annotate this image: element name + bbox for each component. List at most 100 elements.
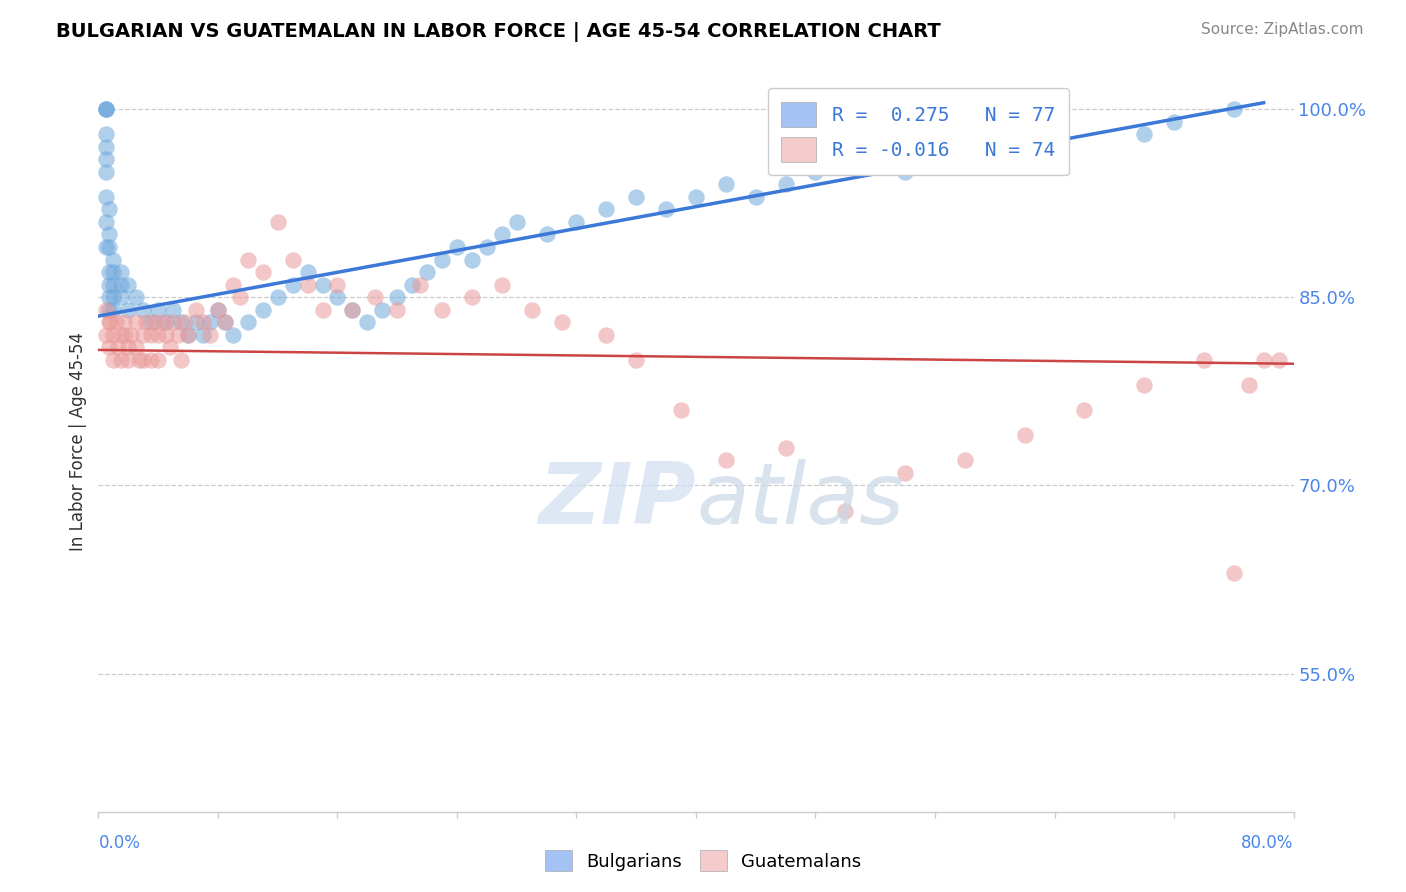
Point [1073,403,1095,417]
Point [114,327,136,342]
Point [745,190,768,204]
Point [311,302,333,317]
Point [94,165,117,179]
Point [97,290,120,304]
Point [162,315,184,329]
Point [177,327,200,342]
Point [132,302,155,317]
Point [342,302,364,317]
Point [94,102,117,116]
Point [595,327,617,342]
Point [1223,102,1246,116]
Point [191,327,214,342]
Point [143,315,166,329]
Point [461,252,484,267]
Point [416,265,439,279]
Text: Source: ZipAtlas.com: Source: ZipAtlas.com [1201,22,1364,37]
Point [446,240,468,254]
Point [98,315,122,329]
Point [94,127,117,141]
Point [655,202,678,217]
Y-axis label: In Labor Force | Age 45-54: In Labor Force | Age 45-54 [69,332,87,551]
Point [112,315,135,329]
Point [155,327,177,342]
Point [214,315,236,329]
Point [491,277,513,292]
Point [110,290,132,304]
Point [1237,378,1260,392]
Point [1043,139,1066,153]
Point [229,290,252,304]
Point [1014,428,1036,442]
Point [110,265,132,279]
Point [385,290,409,304]
Point [117,353,139,368]
Point [804,165,827,179]
Point [385,302,409,317]
Point [148,353,170,368]
Point [184,302,207,317]
Point [103,353,125,368]
Point [550,315,572,329]
Point [669,403,692,417]
Text: BULGARIAN VS GUATEMALAN IN LABOR FORCE | AGE 45-54 CORRELATION CHART: BULGARIAN VS GUATEMALAN IN LABOR FORCE |… [56,22,941,42]
Point [1133,378,1156,392]
Point [430,302,453,317]
Point [626,353,648,368]
Point [125,340,148,354]
Point [94,102,117,116]
Point [177,327,200,342]
Point [297,265,319,279]
Point [117,340,139,354]
Legend: Bulgarians, Guatemalans: Bulgarians, Guatemalans [537,843,869,879]
Point [139,327,162,342]
Point [342,302,364,317]
Point [135,315,157,329]
Point [97,202,120,217]
Point [222,277,245,292]
Legend: R =  0.275   N = 77, R = -0.016   N = 74: R = 0.275 N = 77, R = -0.016 N = 74 [768,88,1069,176]
Point [1267,353,1289,368]
Point [236,315,259,329]
Point [139,353,162,368]
Point [281,277,304,292]
Point [775,441,797,455]
Point [297,277,319,292]
Point [311,277,333,292]
Point [775,178,797,192]
Point [152,315,174,329]
Point [174,315,197,329]
Point [595,202,617,217]
Point [94,327,117,342]
Point [714,453,737,467]
Point [94,240,117,254]
Point [207,302,229,317]
Point [117,277,139,292]
Point [110,327,132,342]
Point [236,252,259,267]
Point [97,240,120,254]
Point [148,327,170,342]
Point [94,190,117,204]
Point [97,302,120,317]
Point [834,503,856,517]
Point [159,340,181,354]
Point [166,327,188,342]
Point [536,227,558,242]
Text: 80.0%: 80.0% [1241,834,1294,853]
Point [97,265,120,279]
Point [626,190,648,204]
Point [214,315,236,329]
Text: ZIP: ZIP [538,459,696,542]
Point [364,290,387,304]
Point [107,340,129,354]
Point [267,215,290,229]
Point [94,152,117,166]
Point [125,290,148,304]
Point [120,327,142,342]
Point [125,315,148,329]
Point [132,353,155,368]
Point [1253,353,1275,368]
Point [94,215,117,229]
Point [252,265,274,279]
